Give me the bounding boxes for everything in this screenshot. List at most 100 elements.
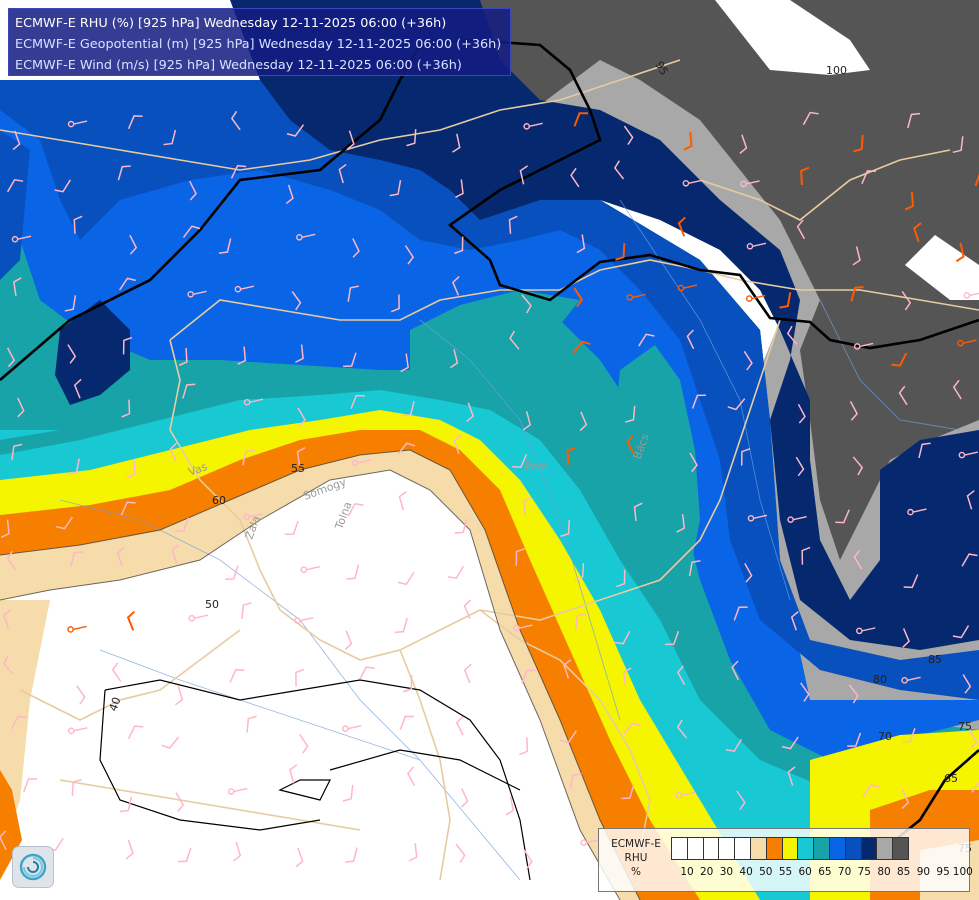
wind-barb (614, 630, 631, 645)
wind-barb (802, 111, 819, 126)
wind-barb (974, 171, 979, 187)
legend-swatch (734, 837, 751, 860)
legend-swatch (749, 837, 767, 860)
wind-barb (633, 502, 643, 521)
wind-barb (177, 847, 192, 863)
wind-barb (398, 491, 407, 511)
wind-barb (576, 234, 586, 254)
wind-barb (801, 546, 811, 565)
legend-tick: 10 (680, 866, 694, 878)
rivers (59, 199, 961, 881)
wind-barb (971, 780, 979, 793)
wind-barb (343, 352, 357, 368)
wind-barb (182, 225, 201, 238)
wind-barb (683, 132, 693, 151)
color-legend: ECMWF-E RHU % 10 20 30 40 50 55 60 65 70 75 80 85 90… (598, 828, 973, 892)
contour-label: 40 (107, 695, 124, 713)
legend-model: ECMWF-E (611, 838, 661, 850)
wind-barb (10, 715, 27, 730)
calm-wind-marker (188, 614, 208, 622)
legend-tick: 65 (818, 866, 832, 878)
wind-barb (242, 449, 255, 466)
wind-barb (579, 411, 588, 432)
calm-wind-marker (187, 290, 207, 298)
wind-barb (861, 170, 876, 185)
wind-barb (572, 340, 591, 354)
wind-barb (523, 849, 533, 870)
legend-swatch (892, 837, 909, 860)
wind-barb (676, 665, 686, 685)
wind-barb (400, 353, 409, 373)
calm-wind-marker (675, 791, 696, 799)
wind-barb (613, 160, 625, 180)
wind-barb (966, 490, 975, 510)
legend-swatch (765, 837, 783, 860)
wind-barb (519, 737, 529, 756)
wind-barb (0, 830, 7, 851)
legend-tick: 30 (719, 866, 734, 878)
legend-tick: 60 (798, 866, 812, 878)
wind-barb (125, 839, 134, 860)
rhu-60-left-strip (0, 770, 22, 880)
calm-wind-marker (243, 513, 263, 521)
wind-barb (800, 166, 810, 186)
wind-barb (786, 325, 798, 345)
contour-label: 95 (652, 59, 670, 78)
legend-tick: 90 (916, 866, 931, 878)
wind-barb (744, 563, 753, 583)
wind-barb (455, 843, 466, 863)
legend-tick: 40 (739, 866, 753, 878)
contour-label: 80 (873, 673, 887, 686)
wind-barb (402, 401, 415, 417)
legend-tick: 55 (778, 866, 793, 878)
wind-barb (406, 129, 417, 147)
wind-barb (404, 245, 415, 265)
rhu-70-left-edge (0, 430, 60, 440)
wind-barb (515, 548, 525, 566)
contour-label: 75 (958, 720, 972, 733)
wind-barb (901, 290, 912, 311)
wind-barb (175, 517, 190, 532)
wind-barb (688, 560, 701, 577)
wind-barb (852, 456, 864, 476)
wind-barb (56, 516, 74, 530)
contour-label: 65 (944, 772, 958, 785)
rhu-75-inner (615, 345, 700, 590)
calm-wind-marker (341, 725, 362, 733)
wind-barb (505, 796, 515, 816)
wind-barb (116, 547, 125, 567)
wind-barb (342, 784, 354, 802)
wind-barb (120, 501, 136, 516)
wind-barb (787, 766, 796, 786)
calm-wind-marker (523, 122, 543, 130)
wind-barb (126, 460, 136, 479)
country-borders (0, 59, 979, 881)
wind-barb (676, 719, 688, 739)
wind-barb (521, 669, 536, 684)
wind-barb (460, 788, 469, 808)
legend-tick-labels: 10 20 30 40 50 55 60 65 70 75 80 85 90 95 100 (671, 866, 973, 880)
wind-barb (521, 294, 532, 314)
wind-barb (849, 401, 858, 421)
wind-barb (127, 725, 144, 740)
wind-barb (560, 730, 578, 744)
wind-barb (122, 336, 133, 355)
wind-barb (463, 599, 472, 619)
wind-barb (407, 766, 416, 787)
calm-wind-marker (856, 627, 876, 635)
calm-wind-marker (513, 624, 533, 632)
wind-barb (295, 668, 305, 687)
wind-barb (509, 330, 520, 350)
wind-barb (898, 385, 908, 406)
wind-barb (454, 518, 468, 534)
wind-barb (119, 796, 133, 813)
wind-barb (189, 180, 197, 201)
wind-barb (296, 447, 306, 466)
wind-barb (6, 550, 17, 571)
wind-barb (6, 178, 24, 193)
wind-barb (968, 729, 978, 749)
calm-wind-marker (907, 508, 927, 516)
wind-barb (952, 625, 970, 639)
rhu-90-area (230, 0, 979, 650)
